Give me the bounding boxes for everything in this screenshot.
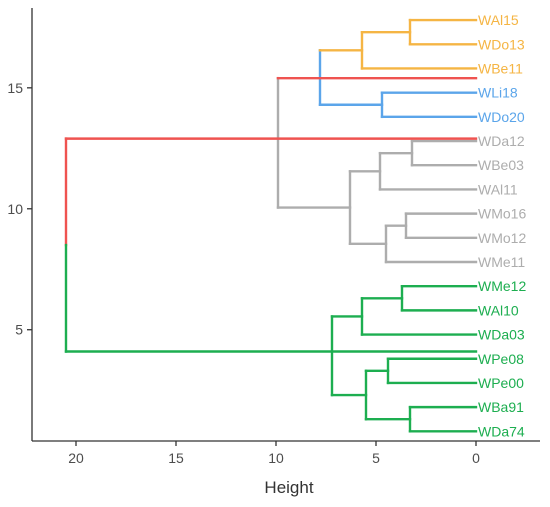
x-tick-label: 0 [472, 450, 480, 466]
y-tick-label: 10 [7, 201, 23, 217]
x-axis-title: Height [264, 478, 313, 497]
merge-node [400, 284, 478, 312]
leaf-label: WAl10 [478, 302, 519, 318]
leaf-label: WMe11 [478, 254, 525, 270]
leaf-label: WMo16 [478, 206, 526, 222]
leaf-label: WMe12 [478, 278, 526, 294]
y-tick-label: 15 [7, 80, 23, 96]
merge-node [276, 76, 478, 209]
leaf-label: WLi18 [478, 85, 518, 101]
y-tick-label: 5 [15, 322, 23, 338]
x-tick-label: 20 [68, 450, 84, 466]
merge-node [384, 224, 478, 264]
leaf-label: WBe03 [478, 157, 524, 173]
merge-node [380, 91, 478, 119]
axes [31, 8, 540, 442]
merge-node [360, 297, 478, 336]
y-axis-ticks: 5 10 15 [7, 80, 32, 338]
leaf-label: WBa91 [478, 399, 524, 415]
merge-node [410, 139, 478, 167]
x-tick-label: 10 [268, 450, 284, 466]
leaf-label: WDo20 [478, 109, 525, 125]
merge-node [64, 137, 478, 353]
leaf-label: WDa74 [478, 423, 525, 439]
merge-node [408, 18, 478, 46]
merge-node [408, 405, 478, 433]
merge-node [404, 212, 478, 240]
x-axis-ticks: 20 15 10 5 0 [68, 441, 480, 466]
leaf-labels: WAl15 WDo13 WBe11 WLi18 WDo20 WDa12 WBe03 WAl11… [478, 12, 526, 439]
merge-node [360, 30, 478, 70]
leaf-label: WMo12 [478, 230, 526, 246]
x-tick-label: 5 [372, 450, 380, 466]
leaf-label: WAl15 [478, 12, 519, 28]
leaf-label: WDa03 [478, 327, 525, 343]
x-tick-label: 15 [168, 450, 184, 466]
leaf-label: WDa12 [478, 133, 525, 149]
dendrogram-branches [64, 18, 478, 433]
merge-node [330, 315, 368, 397]
merge-node [386, 357, 478, 385]
leaf-label: WBe11 [478, 60, 523, 76]
merge-node [378, 151, 478, 191]
leaf-label: WPe00 [478, 375, 524, 391]
leaf-label: WAl11 [478, 181, 518, 197]
leaf-label: WDo13 [478, 36, 525, 52]
leaf-label: WPe08 [478, 351, 524, 367]
